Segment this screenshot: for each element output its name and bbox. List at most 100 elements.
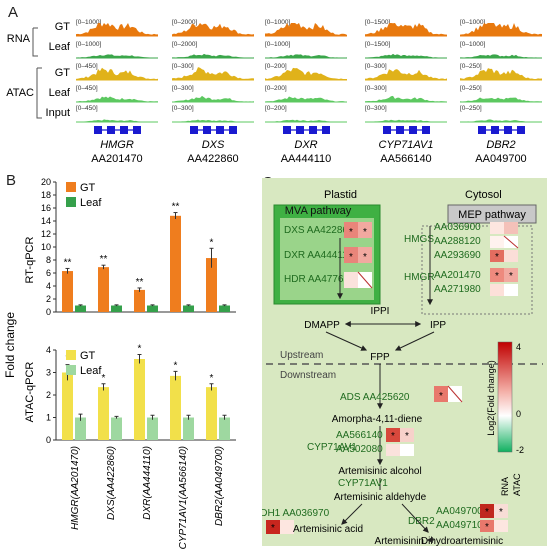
gene-exon [422, 126, 430, 134]
bar [75, 417, 86, 440]
bar [134, 359, 145, 440]
category-label: HMGR(AA201470) [70, 446, 81, 530]
track-range: [0–300] [365, 85, 387, 92]
gene-exon [517, 126, 525, 134]
heat-dxr [344, 247, 358, 263]
gene-exon [133, 126, 141, 134]
rna-group-label: RNA [7, 33, 31, 45]
downstream-label: Downstream [280, 370, 336, 381]
track-range: [0–300] [172, 85, 194, 92]
pathway-panel: Plastid Cytosol MVA pathway DXS AA422860… [262, 178, 547, 546]
category-label: CYP71AV1(AA566140) [178, 446, 189, 549]
atac-group-label: ATAC [6, 87, 34, 99]
panel-b-label: B [6, 172, 17, 189]
coverage-track [460, 54, 542, 58]
track-range: [0–300] [365, 63, 387, 70]
fpp-label: FPP [370, 352, 390, 363]
coverage-track [76, 119, 158, 122]
legend-label: GT [80, 350, 96, 362]
gene-name: CYP71AV1 [378, 139, 433, 151]
hmgs-id-2: AA288120 [434, 236, 481, 247]
panel-a-label: A [8, 4, 19, 21]
coverage-track [76, 54, 158, 58]
hmgr-label: HMGR [404, 272, 435, 283]
legend-swatch [66, 365, 76, 375]
mva-gene-dxs: DXS AA422860 [284, 225, 354, 236]
y-tick-label: 0 [46, 307, 51, 317]
legend-col-atac: ATAC [512, 473, 522, 496]
significance-mark: * [174, 360, 178, 371]
gene-exon [396, 126, 404, 134]
track-range: [0–200] [265, 63, 287, 70]
bar [219, 305, 230, 312]
bar [62, 271, 73, 312]
svg-text:*: * [439, 391, 443, 402]
significance-mark: ** [64, 257, 72, 268]
significance-mark: * [138, 344, 142, 355]
bar [111, 305, 122, 312]
cyp-label: CYP71AV1 [307, 442, 357, 453]
atac-bracket [36, 67, 42, 119]
svg-text:*: * [271, 523, 275, 534]
track-label-input: Input [46, 107, 70, 119]
legend-label: Leaf [80, 197, 102, 209]
y-tick-label: 4 [46, 281, 51, 291]
gene-id: AA444110 [281, 153, 332, 165]
category-label: DXS(AA422860) [106, 446, 117, 520]
gene-exon [120, 126, 128, 134]
gene-name: DXR [294, 139, 317, 151]
track-range: [0–250] [460, 63, 482, 70]
coverage-track [265, 23, 347, 36]
coverage-track [76, 96, 158, 102]
significance-mark: * [210, 373, 214, 384]
coverage-track [365, 119, 447, 122]
ipp-label: IPP [430, 320, 446, 331]
track-range: [0–450] [76, 63, 98, 70]
y-tick-label: 10 [41, 242, 51, 252]
coverage-track [365, 53, 447, 58]
y-tick-label: 3 [46, 368, 51, 378]
gene-exon [296, 126, 304, 134]
gene-exon [504, 126, 512, 134]
legend-col-rna: RNA [500, 477, 510, 496]
rtqpcr-axis-label: RT-qPCR [24, 237, 36, 284]
track-range: [0–1000] [460, 41, 485, 48]
coverage-track [265, 67, 347, 80]
track-range: [0–1000] [76, 41, 101, 48]
dmapp-label: DMAPP [304, 320, 340, 331]
coverage-track [172, 95, 254, 102]
svg-text:*: * [349, 252, 353, 263]
y-tick-label: 20 [41, 177, 51, 187]
atacqpcr-axis-label: ATAC-qPCR [24, 362, 36, 423]
coverage-track [460, 68, 542, 80]
svg-text:*: * [509, 271, 513, 282]
coverage-track [460, 97, 542, 102]
y-tick-label: 8 [46, 255, 51, 265]
mep-gene-area [421, 225, 533, 315]
art-acid-label: Artemisinic acid [293, 524, 363, 535]
rna-bracket [32, 27, 38, 57]
cyp-id-2: AA502080 [336, 444, 383, 455]
gene-name: DBR2 [486, 139, 515, 151]
legend-colorbar [497, 341, 513, 453]
amorpha-label: Amorpha-4,11-diene [332, 414, 423, 425]
y-tick-label: 1 [46, 413, 51, 423]
y-tick-label: 14 [41, 216, 51, 226]
artemisinin-label: Artemisinin [375, 536, 424, 546]
legend-max: 4 [516, 342, 521, 352]
svg-text:*: * [499, 507, 503, 518]
track-range: [0–1500] [365, 19, 390, 26]
mva-gene-dxr: DXR AA444110 [284, 250, 354, 261]
coverage-track [265, 119, 347, 122]
gene-exon [216, 126, 224, 134]
y-tick-label: 12 [41, 229, 51, 239]
legend-swatch [66, 350, 76, 360]
cytosol-label: Cytosol [465, 189, 502, 201]
gene-name: DXS [202, 139, 225, 151]
hmgs-label: HMGS [404, 234, 434, 245]
y-tick-label: 16 [41, 203, 51, 213]
coverage-track [365, 69, 447, 80]
legend-mid: 0 [516, 409, 521, 419]
track-range: [0–250] [460, 105, 482, 112]
y-tick-label: 6 [46, 268, 51, 278]
